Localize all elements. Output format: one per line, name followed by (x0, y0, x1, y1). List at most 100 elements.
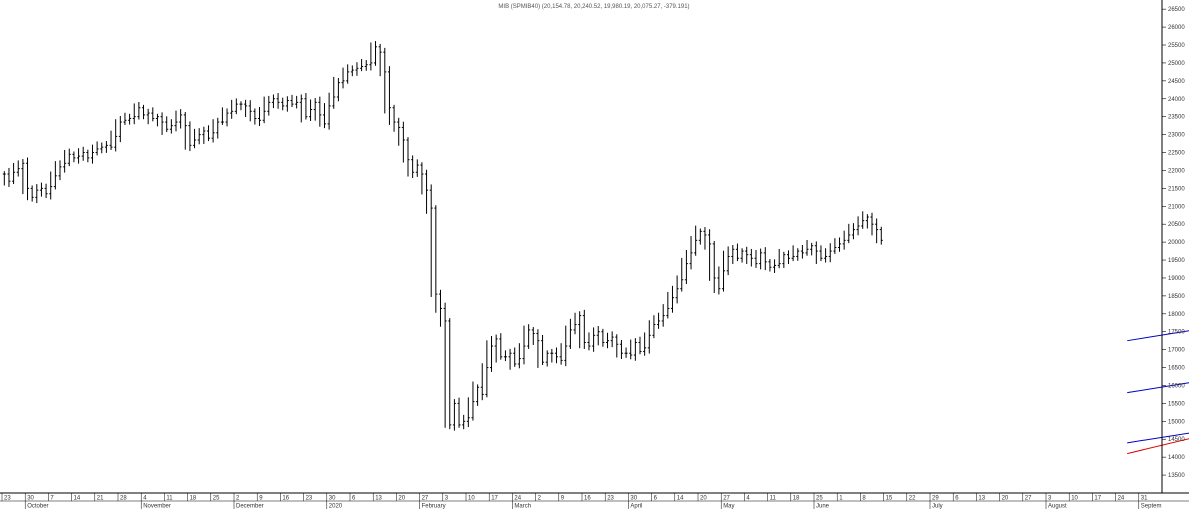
ohlc-bar (369, 42, 373, 71)
month-label: March (514, 504, 531, 509)
ohlc-bar (879, 226, 883, 245)
y-tick-label: 17000 (1168, 348, 1185, 354)
y-tick-label: 14000 (1168, 455, 1185, 461)
ohlc-bar (633, 338, 637, 361)
x-tick-label: 10 (1071, 496, 1078, 502)
x-tick-label: 21 (97, 496, 104, 502)
ohlc-bar (536, 329, 540, 368)
ohlc-bar (508, 348, 512, 370)
ohlc-bar (499, 333, 503, 360)
y-tick-label: 24000 (1168, 97, 1185, 103)
ohlc-bar (364, 60, 368, 71)
ohlc-bar (452, 399, 456, 431)
x-axis: 23 30 7 14 21 28 4 11 18 25 2 9 16 23 30 6 13 20 27 3 10 17 24… (0, 492, 1189, 509)
x-tick-label: 10 (468, 496, 475, 502)
x-tick-label: 30 (27, 496, 34, 502)
x-tick-label: 25 (816, 496, 823, 502)
ohlc-bar (786, 250, 790, 264)
y-tick-label: 18500 (1168, 294, 1185, 300)
ohlc-bar (299, 94, 303, 123)
x-tick-label: 6 (654, 496, 658, 502)
y-tick-label: 20500 (1168, 222, 1185, 228)
y-tick-label: 22500 (1168, 151, 1185, 157)
ohlc-bar (81, 146, 85, 161)
ohlc-bar (485, 340, 489, 398)
chart-title: MIB (SPMIB40) (20,154.78, 20,240.52, 19,… (498, 4, 689, 10)
ohlc-bar (531, 327, 535, 345)
x-tick-label: 1 (839, 496, 843, 502)
ohlc-bar (114, 119, 118, 152)
ohlc-bar (833, 238, 837, 254)
ohlc-bar (541, 334, 545, 366)
x-tick-label: 24 (514, 496, 521, 502)
ohlc-bar (796, 248, 800, 261)
x-tick-label: 24 (1118, 496, 1125, 502)
y-tick-label: 23500 (1168, 115, 1185, 121)
y-tick-label: 16500 (1168, 366, 1185, 372)
ohlc-bar (100, 142, 104, 154)
ohlc-bar (476, 384, 480, 406)
ohlc-bar (480, 363, 484, 401)
ohlc-bar (629, 339, 633, 360)
ohlc-bar (657, 312, 661, 329)
ohlc-bar (39, 182, 43, 197)
ohlc-bar (847, 223, 851, 244)
month-label: May (723, 504, 734, 509)
ohlc-bar (861, 211, 865, 229)
ohlc-bar (295, 95, 299, 109)
ohlc-bar (425, 169, 429, 214)
ohlc-bar (619, 339, 623, 359)
ohlc-bar (401, 121, 405, 163)
ohlc-bar (851, 223, 855, 240)
ohlc-bar (332, 76, 336, 109)
y-tick-label: 18000 (1168, 312, 1185, 318)
ohlc-bar (276, 93, 280, 109)
ohlc-bar (438, 289, 442, 327)
ohlc-bar (522, 325, 526, 365)
x-tick-label: 14 (677, 496, 684, 502)
ohlc-bar (183, 112, 187, 150)
ohlc-bar (206, 125, 210, 142)
ohlc-bar (169, 119, 173, 134)
ohlc-bar (290, 94, 294, 108)
ohlc-bar (689, 236, 693, 270)
ohlc-bar (146, 108, 150, 125)
ohlc-bar (374, 41, 378, 66)
x-tick-label: 18 (793, 496, 800, 502)
ohlc-bar (155, 113, 159, 127)
ohlc-bar (132, 103, 136, 125)
ohlc-bar (805, 239, 809, 256)
x-tick-label: 7 (50, 496, 54, 502)
x-tick-label: 17 (1094, 496, 1101, 502)
y-tick-label: 15500 (1168, 401, 1185, 407)
ohlc-bar (754, 250, 758, 268)
ohlc-bar (44, 183, 48, 199)
x-tick-label: 14 (74, 496, 81, 502)
ohlc-bar (392, 104, 396, 132)
ohlc-bar (327, 92, 331, 130)
ohlc-bar (838, 237, 842, 252)
ohlc-bar (596, 325, 600, 346)
y-tick-label: 22000 (1168, 168, 1185, 174)
ohlc-bar (731, 244, 735, 264)
ohlc-bar (267, 95, 271, 116)
ohlc-bar (870, 212, 874, 236)
ohlc-bar (244, 99, 248, 118)
month-label: Septem (1141, 504, 1162, 509)
x-tick-label: 6 (352, 496, 356, 502)
ohlc-bar (661, 304, 665, 327)
ohlc-bar (346, 64, 350, 84)
ohlc-bar (606, 332, 610, 349)
ohlc-bar (2, 171, 6, 186)
x-tick-label: 27 (1025, 496, 1032, 502)
ohlc-bar (197, 128, 201, 145)
ohlc-bar (86, 149, 90, 163)
ohlc-bar (443, 302, 447, 428)
y-tick-label: 21000 (1168, 204, 1185, 210)
ohlc-bar (745, 246, 749, 264)
ohlc-bar (383, 47, 387, 114)
x-tick-label: 30 (329, 496, 336, 502)
ohlc-bar (220, 107, 224, 125)
ohlc-bar (420, 162, 424, 195)
